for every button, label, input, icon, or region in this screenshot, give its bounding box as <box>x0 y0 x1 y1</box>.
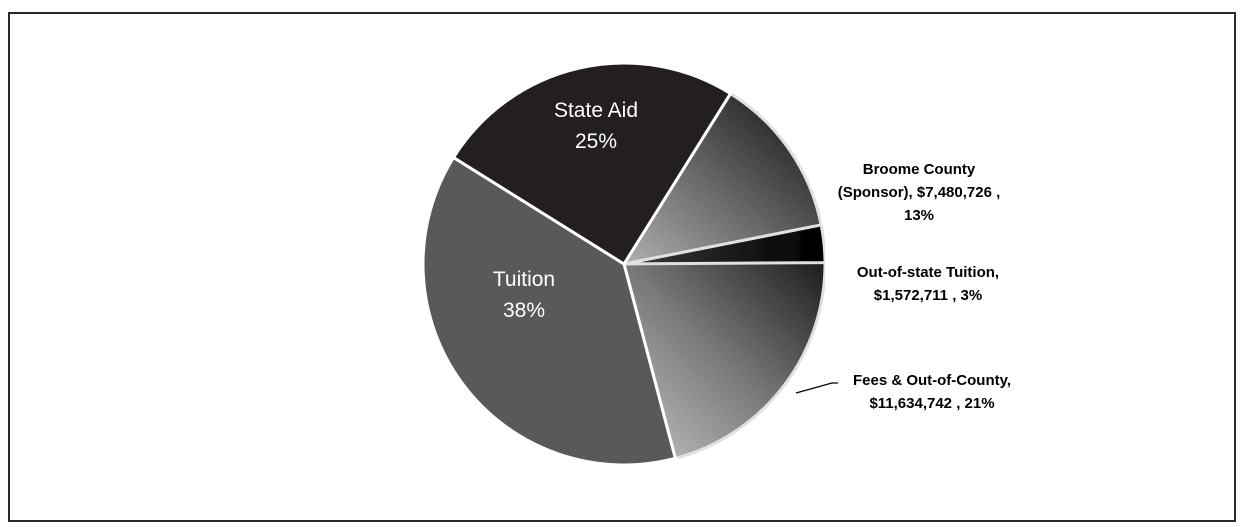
pie-slice-broome-county-sponsor <box>620 91 823 267</box>
pie-slice-tuition <box>421 155 678 467</box>
data-label-out-of-state-tuition: Out-of-state Tuition, $1,572,711 , 3% <box>857 264 999 304</box>
pie-slice-fees-out-of-county <box>622 261 827 461</box>
data-label-state-aid: State Aid 25% <box>554 99 638 153</box>
data-label-fees-out-of-county: Fees & Out-of-County, $11,634,742 , 21% <box>853 372 1011 412</box>
pie-slice-state-aid <box>451 61 733 267</box>
data-label-tuition: Tuition 38% <box>493 268 555 322</box>
data-label-broome-county-sponsor: Broome County (Sponsor), $7,480,726 , 13% <box>838 161 1001 224</box>
leader-line-fees-out-of-county <box>795 382 838 394</box>
